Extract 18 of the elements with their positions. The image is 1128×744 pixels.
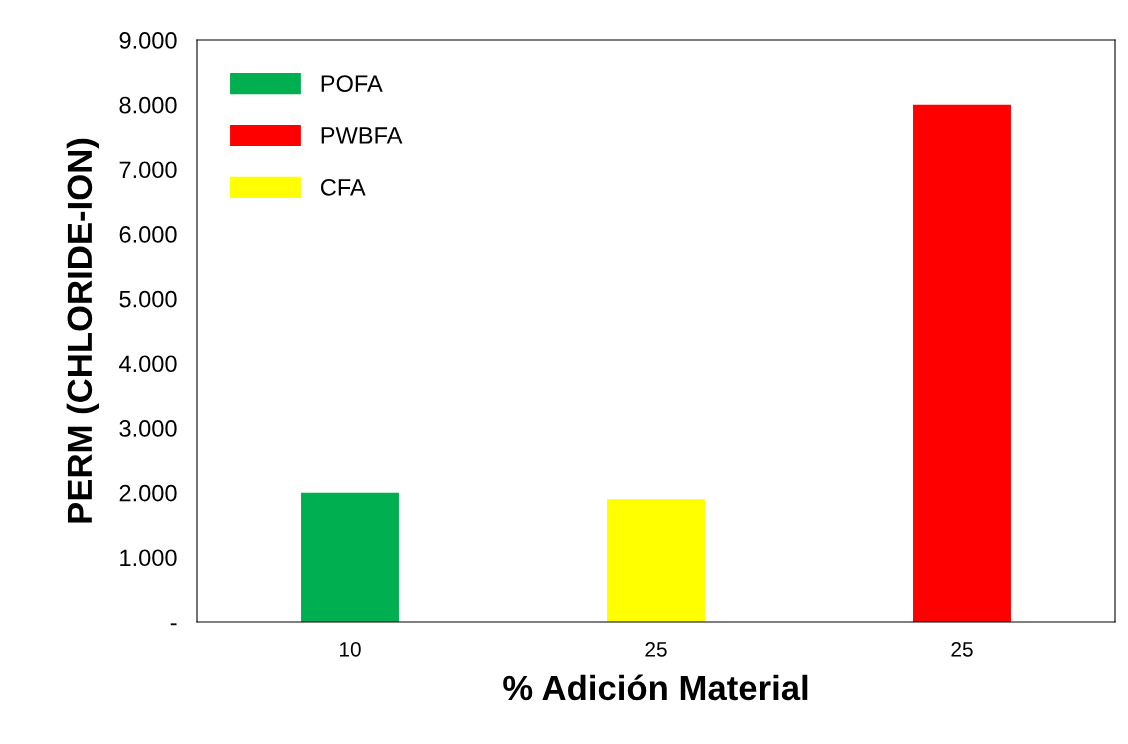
y-tick-label: - — [170, 623, 177, 626]
y-tick-label: 8.000 — [119, 96, 177, 114]
y-tick-label: 1.000 — [120, 549, 177, 567]
x-tick-label: 10 — [340, 641, 361, 657]
y-tick-label: 4.000 — [119, 355, 177, 373]
y-tick-label: 7.000 — [119, 161, 177, 179]
x-tick-label: 25 — [951, 641, 973, 657]
y-tick-label: 2.000 — [119, 484, 177, 502]
y-tick-label: 6.000 — [119, 226, 177, 243]
y-axis-title: PERM (CHLORIDE-ION) — [66, 138, 100, 523]
legend-label: CFA — [320, 178, 366, 196]
legend-label: PWBFA — [321, 127, 403, 144]
legend-label: POFA — [321, 75, 383, 92]
x-tick-label: 25 — [645, 641, 667, 657]
y-tick-label: 3.000 — [119, 420, 177, 437]
x-axis-title: % Adición Material — [503, 674, 808, 701]
y-tick-label: 5.000 — [119, 290, 177, 308]
y-tick-label: 9.000 — [119, 32, 177, 49]
